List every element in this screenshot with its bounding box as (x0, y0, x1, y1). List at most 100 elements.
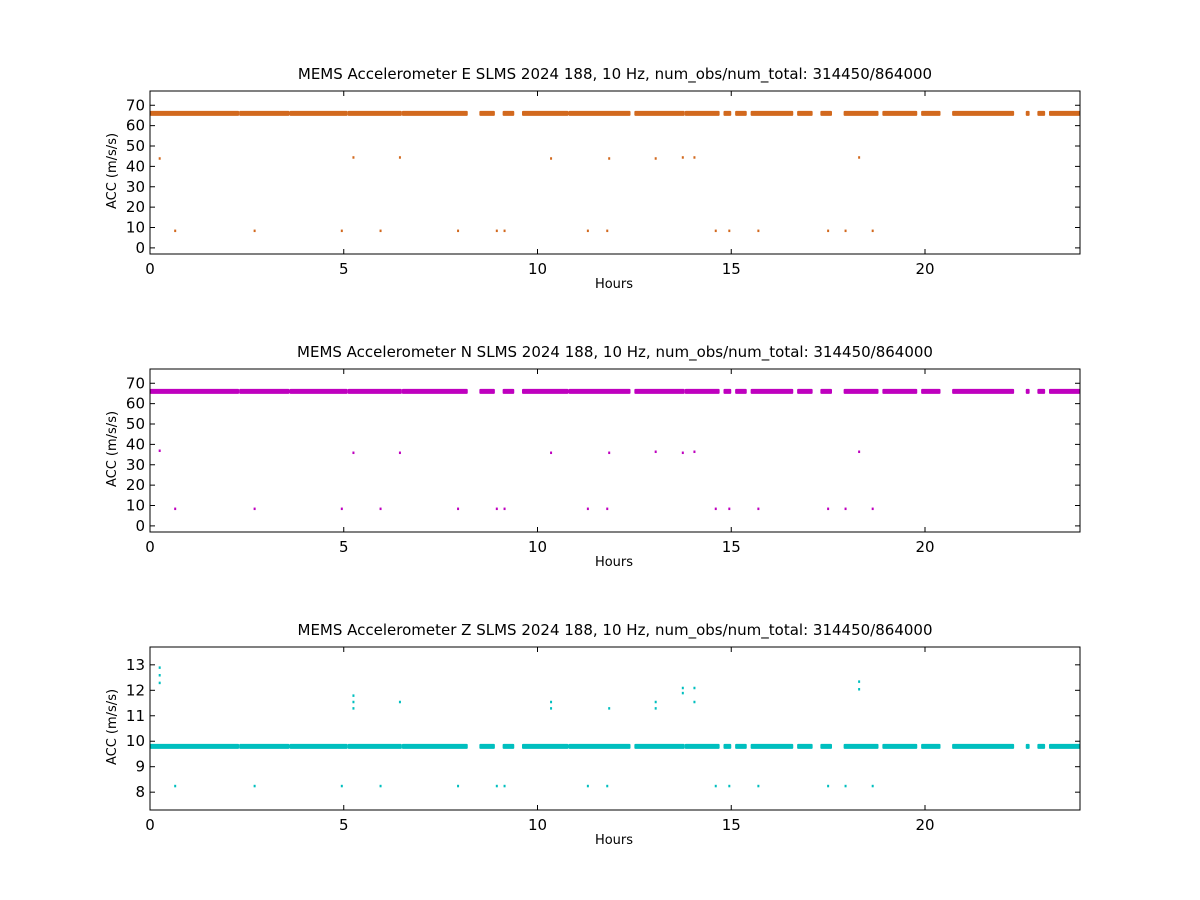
y-tick-label: 40 (126, 157, 145, 175)
y-tick-label: 10 (126, 219, 145, 237)
data-segment-5 (479, 388, 495, 394)
x-tick-label: 15 (722, 260, 741, 278)
data-point-3 (174, 784, 177, 788)
data-point-18 (608, 707, 611, 710)
y-tick-label: 12 (126, 681, 145, 699)
data-point-8 (495, 507, 498, 511)
data-segment-14 (797, 743, 813, 749)
data-segment-3 (347, 388, 402, 394)
data-point-17 (714, 229, 717, 233)
panel-z-ylabel: ACC (m/s/s) (105, 689, 120, 765)
x-tick-label: 15 (722, 816, 741, 834)
data-point-2 (158, 681, 161, 685)
data-point-18 (728, 507, 731, 511)
panel-n: MEMS Accelerometer N SLMS 2024 188, 10 H… (105, 343, 1081, 570)
data-segment-11 (723, 388, 732, 394)
data-point-15 (681, 451, 684, 455)
data-segment-10 (684, 110, 720, 116)
data-point-26 (728, 784, 731, 788)
x-tick-label: 10 (528, 816, 547, 834)
data-segment-10 (684, 743, 720, 749)
data-segment-14 (797, 388, 813, 394)
x-tick-label: 10 (528, 260, 547, 278)
data-segment-8 (568, 743, 631, 749)
panel-e-plot: 0 5 10 15 20 0 10 20 30 40 50 60 70 (126, 90, 1081, 278)
data-segment-10 (684, 388, 720, 394)
data-point-22 (858, 156, 861, 159)
data-point-25 (714, 784, 717, 788)
y-tick-label: 70 (126, 96, 145, 114)
x-tick-label: 0 (145, 260, 155, 278)
data-segment-0 (150, 110, 240, 116)
panel-e-title: MEMS Accelerometer E SLMS 2024 188, 10 H… (298, 65, 932, 84)
panel-z-xlabel: Hours (595, 833, 633, 848)
data-segment-7 (522, 110, 569, 116)
data-point-2 (253, 229, 256, 233)
data-segment-6 (502, 743, 515, 749)
data-segment-9 (634, 388, 685, 394)
data-segment-12 (735, 388, 747, 394)
data-segment-7 (522, 743, 569, 749)
data-segment-16 (843, 743, 879, 749)
y-tick-label: 10 (126, 497, 145, 515)
x-tick-label: 15 (722, 538, 741, 556)
data-point-9 (503, 507, 506, 511)
data-segment-4 (401, 388, 468, 394)
data-segment-0 (150, 388, 240, 394)
data-segment-0 (150, 743, 240, 749)
data-point-19 (654, 700, 657, 704)
y-tick-label: 30 (126, 456, 145, 474)
data-point-18 (728, 229, 731, 233)
data-segment-4 (401, 743, 468, 749)
data-point-11 (586, 507, 589, 511)
data-point-20 (827, 507, 830, 511)
data-segment-12 (735, 110, 747, 116)
data-segment-21 (1037, 743, 1046, 749)
data-point-12 (495, 784, 498, 788)
data-segment-20 (1025, 110, 1030, 116)
panel-z-plot: 0 5 10 15 20 8 9 10 11 12 13 (126, 646, 1081, 834)
data-segment-15 (820, 110, 832, 116)
data-point-9 (379, 784, 382, 788)
panel-e-ylabel: ACC (m/s/s) (105, 133, 120, 209)
data-point-23 (871, 229, 874, 233)
x-tick-label: 5 (339, 816, 349, 834)
data-point-3 (340, 229, 343, 233)
data-point-10 (550, 451, 553, 455)
data-point-29 (844, 784, 847, 788)
data-point-6 (352, 694, 355, 697)
data-point-2 (253, 507, 256, 511)
panel-z-series-0 (150, 666, 1080, 788)
data-segment-15 (820, 743, 832, 749)
data-point-15 (681, 156, 684, 159)
data-segment-20 (1025, 388, 1030, 394)
data-point-20 (827, 229, 830, 233)
data-point-31 (858, 688, 861, 691)
data-segment-16 (843, 110, 879, 116)
data-segment-5 (479, 743, 495, 749)
data-point-24 (693, 700, 696, 704)
data-point-16 (586, 784, 589, 788)
data-point-14 (654, 157, 657, 160)
data-segment-7 (522, 388, 569, 394)
y-tick-label: 20 (126, 476, 145, 494)
data-point-11 (457, 784, 460, 788)
panel-e-xlabel: Hours (595, 277, 633, 292)
data-point-16 (693, 156, 696, 159)
data-point-13 (608, 451, 611, 455)
x-tick-label: 5 (339, 538, 349, 556)
data-segment-18 (921, 110, 941, 116)
y-tick-label: 60 (126, 395, 145, 413)
data-segment-18 (921, 388, 941, 394)
data-point-19 (757, 507, 760, 511)
x-tick-label: 10 (528, 538, 547, 556)
data-segment-21 (1037, 388, 1046, 394)
y-tick-label: 40 (126, 435, 145, 453)
data-segment-11 (723, 110, 732, 116)
panel-n-axes-frame (149, 368, 1081, 533)
data-point-11 (586, 229, 589, 233)
data-point-10 (398, 700, 401, 704)
data-point-12 (606, 507, 609, 511)
x-tick-label: 20 (915, 538, 934, 556)
panel-e-series-0 (150, 110, 1080, 233)
